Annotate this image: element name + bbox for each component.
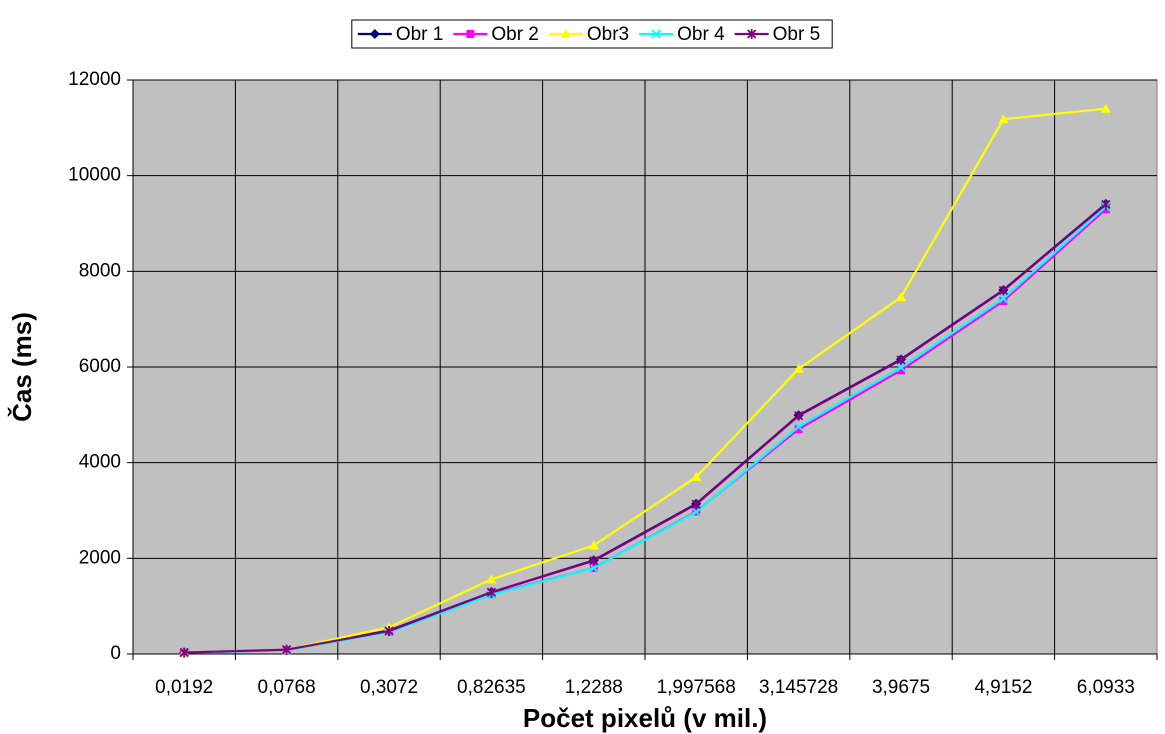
y-axis-title: Čas (ms) — [7, 312, 37, 422]
marker — [179, 647, 189, 658]
x-tick-label: 0,3072 — [360, 677, 418, 698]
series-line — [184, 107, 1106, 654]
legend-item: Obr 1 — [357, 24, 444, 45]
x-tick-label: 0,0768 — [258, 677, 316, 698]
legend-item: Obr 5 — [734, 24, 821, 45]
marker — [999, 296, 1008, 305]
series-line — [184, 203, 1107, 654]
y-tick-label: 2000 — [79, 547, 121, 568]
y-tick-label: 8000 — [79, 260, 121, 281]
y-tick-label: 0 — [110, 643, 121, 664]
marker — [897, 366, 905, 375]
marker — [588, 540, 599, 550]
marker — [747, 29, 757, 39]
legend-item: Obr 2 — [453, 24, 539, 45]
marker — [1100, 103, 1111, 113]
x-tick-label: 4,9152 — [974, 677, 1032, 698]
marker — [998, 114, 1009, 124]
marker — [369, 29, 380, 39]
marker — [998, 285, 1009, 296]
marker — [384, 626, 394, 637]
marker — [998, 293, 1009, 304]
legend-label: Obr3 — [587, 24, 629, 45]
marker — [896, 362, 906, 373]
marker — [589, 555, 599, 566]
marker — [486, 574, 497, 584]
marker — [589, 563, 599, 573]
y-tick-label: 10000 — [68, 165, 121, 186]
legend-label: Obr 2 — [491, 24, 539, 45]
marker — [793, 363, 804, 373]
marker — [794, 425, 803, 434]
y-tick-label: 6000 — [79, 356, 121, 377]
marker — [793, 410, 804, 421]
marker — [466, 30, 475, 38]
legend: Obr 1 Obr 2 Obr3 Obr 4 Obr 5 — [351, 19, 833, 49]
legend-item: Obr3 — [548, 24, 629, 45]
x-tick-label: 6,0933 — [1077, 677, 1135, 698]
marker — [1101, 199, 1111, 210]
marker — [651, 29, 661, 39]
legend-item: Obr 4 — [639, 24, 725, 45]
x-axis-title: Počet pixelů (v mil.) — [523, 703, 767, 733]
marker — [691, 507, 701, 517]
marker — [793, 422, 804, 432]
legend-label: Obr 5 — [773, 24, 821, 45]
x-tick-label: 1,2288 — [565, 677, 623, 698]
x-tick-label: 1,997568 — [657, 677, 736, 698]
x-tick-label: 3,145728 — [759, 677, 838, 698]
marker — [896, 354, 906, 365]
marker — [896, 292, 906, 302]
x-tick-label: 0,82635 — [457, 677, 526, 698]
marker — [691, 472, 702, 482]
y-tick-label: 12000 — [68, 69, 121, 90]
marker — [486, 587, 497, 598]
legend-label: Obr 4 — [677, 24, 725, 45]
marker — [560, 29, 571, 38]
x-tick-label: 0,0192 — [155, 677, 213, 698]
y-tick-label: 4000 — [79, 452, 121, 473]
marker — [691, 499, 701, 510]
legend-label: Obr 1 — [396, 24, 444, 45]
marker — [281, 644, 292, 655]
x-tick-label: 3,9675 — [872, 677, 930, 698]
